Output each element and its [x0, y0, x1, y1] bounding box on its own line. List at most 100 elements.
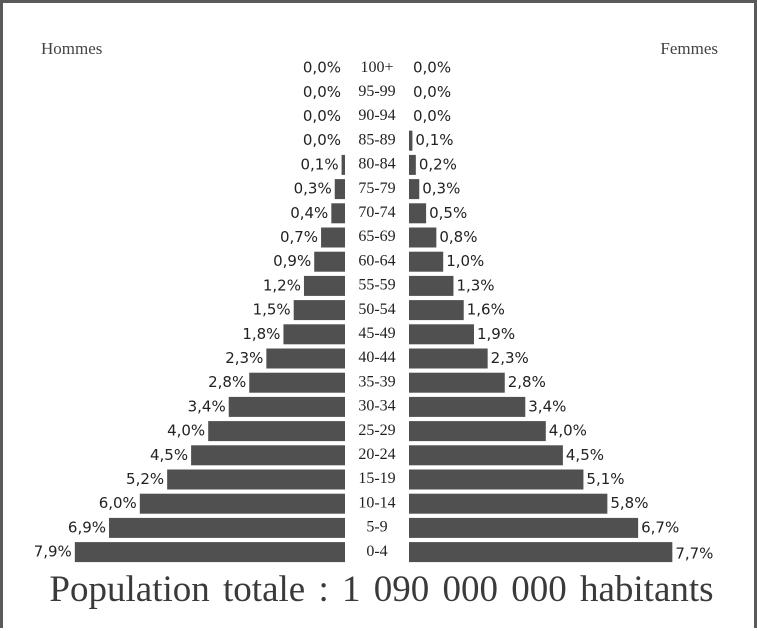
women-bar-40-44	[409, 348, 488, 369]
age-group-label: 85-89	[358, 131, 395, 148]
women-value-label: 5,1%	[586, 470, 624, 488]
age-group-label: 90-94	[358, 107, 395, 124]
women-value-label: 6,7%	[641, 518, 679, 536]
men-value-label: 0,4%	[290, 204, 328, 222]
age-group-label: 10-14	[358, 494, 395, 511]
age-group-label: 75-79	[358, 180, 395, 197]
age-group-label: 65-69	[358, 228, 395, 245]
age-group-label: 70-74	[358, 204, 395, 221]
women-value-label: 1,9%	[477, 325, 515, 343]
age-group-label: 35-39	[358, 373, 395, 390]
women-value-label: 4,5%	[566, 446, 604, 464]
men-bar-10-14	[139, 493, 345, 514]
women-bar-80-84	[409, 154, 416, 175]
men-value-label: 0,0%	[303, 83, 341, 101]
total-population: Population totale : 1 090 000 000 habita…	[49, 569, 714, 610]
women-bar-50-54	[409, 300, 464, 321]
women-bar-0-4	[409, 542, 673, 563]
men-bar-65-69	[321, 227, 345, 248]
men-value-label: 2,8%	[208, 373, 246, 391]
women-bar-10-14	[409, 493, 608, 514]
age-group-label: 15-19	[358, 470, 395, 487]
age-group-label: 40-44	[358, 349, 395, 366]
men-bar-20-24	[191, 445, 345, 466]
men-value-label: 1,2%	[263, 276, 301, 294]
men-bar-15-19	[167, 469, 345, 490]
men-bar-5-9	[109, 517, 346, 538]
age-group-label: 5-9	[366, 519, 387, 536]
women-value-label: 1,0%	[446, 252, 484, 270]
age-group-label: 100+	[360, 59, 393, 76]
men-value-label: 0,3%	[294, 180, 332, 198]
age-group-label: 0-4	[366, 543, 387, 560]
men-value-label: 0,0%	[303, 107, 341, 125]
women-bar-65-69	[409, 227, 437, 248]
women-value-label: 0,0%	[413, 83, 451, 101]
men-bar-60-64	[314, 251, 345, 272]
women-value-label: 0,1%	[415, 131, 453, 149]
age-group-label: 30-34	[358, 398, 395, 415]
women-value-label: 3,4%	[528, 397, 566, 415]
women-value-label: 1,6%	[467, 301, 505, 319]
age-group-label: 45-49	[358, 325, 395, 342]
women-value-label: 5,8%	[610, 494, 648, 512]
men-value-label: 1,5%	[253, 301, 291, 319]
women-value-label: 2,8%	[508, 373, 546, 391]
men-value-label: 0,0%	[303, 131, 341, 149]
men-bar-75-79	[334, 179, 345, 200]
women-value-label: 0,5%	[429, 204, 467, 222]
men-bar-70-74	[331, 203, 345, 224]
women-bar-35-39	[409, 372, 505, 393]
men-value-label: 1,8%	[242, 325, 280, 343]
men-value-label: 0,7%	[280, 228, 318, 246]
age-group-label: 95-99	[358, 83, 395, 100]
age-group-label: 60-64	[358, 252, 395, 269]
women-bar-25-29	[409, 421, 546, 442]
women-bar-70-74	[409, 203, 427, 224]
women-bar-20-24	[409, 445, 563, 466]
men-bar-0-4	[74, 542, 345, 563]
women-bar-45-49	[409, 324, 474, 345]
men-value-label: 6,9%	[68, 518, 106, 536]
men-bar-30-34	[228, 396, 345, 417]
women-bar-55-59	[409, 275, 454, 296]
women-bar-5-9	[409, 517, 639, 538]
men-value-label: 7,9%	[34, 543, 72, 561]
age-group-label: 20-24	[358, 446, 395, 463]
women-value-label: 0,0%	[413, 107, 451, 125]
women-value-label: 0,2%	[419, 155, 457, 173]
men-value-label: 0,1%	[300, 155, 338, 173]
men-value-label: 6,0%	[99, 494, 137, 512]
men-value-label: 0,9%	[273, 252, 311, 270]
women-bar-60-64	[409, 251, 444, 272]
men-bar-50-54	[293, 300, 345, 321]
women-bar-30-34	[409, 396, 526, 417]
age-group-label: 50-54	[358, 301, 395, 318]
men-bar-80-84	[341, 154, 345, 175]
men-value-label: 3,4%	[188, 397, 226, 415]
women-value-label: 0,8%	[439, 228, 477, 246]
men-value-label: 4,0%	[167, 422, 205, 440]
women-value-label: 1,3%	[456, 276, 494, 294]
men-value-label: 5,2%	[126, 470, 164, 488]
women-value-label: 0,3%	[422, 180, 460, 198]
men-value-label: 4,5%	[150, 446, 188, 464]
age-group-label: 25-29	[358, 422, 395, 439]
women-value-label: 0,0%	[413, 59, 451, 77]
men-label: Hommes	[41, 39, 103, 58]
men-bar-35-39	[249, 372, 345, 393]
women-value-label: 7,7%	[675, 545, 713, 563]
men-bar-45-49	[283, 324, 345, 345]
age-group-label: 55-59	[358, 277, 395, 294]
women-bar-75-79	[409, 179, 420, 200]
age-group-label: 80-84	[358, 156, 395, 173]
men-bar-25-29	[208, 421, 345, 442]
women-bar-85-89	[409, 130, 413, 151]
men-bar-40-44	[266, 348, 345, 369]
women-bar-15-19	[409, 469, 584, 490]
men-value-label: 2,3%	[225, 349, 263, 367]
women-value-label: 4,0%	[549, 422, 587, 440]
women-value-label: 2,3%	[491, 349, 529, 367]
men-bar-55-59	[303, 275, 345, 296]
